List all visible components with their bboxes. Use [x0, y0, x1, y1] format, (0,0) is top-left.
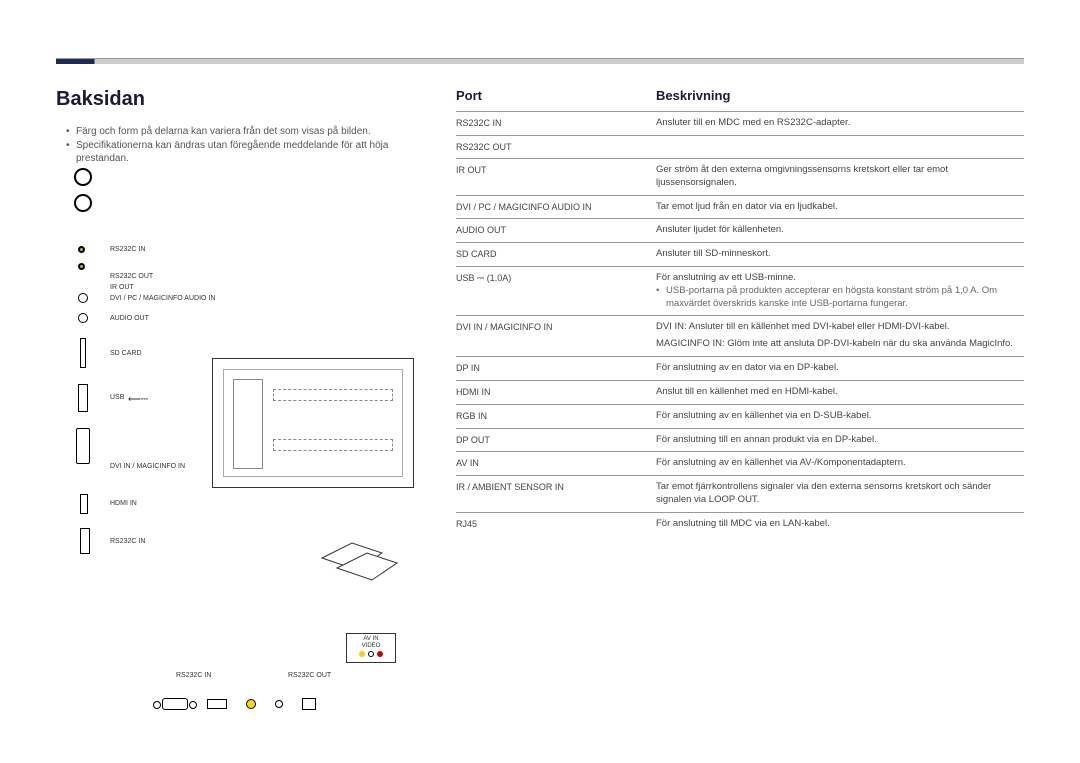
- ir-jack-icon: [275, 700, 283, 708]
- cell-desc: Tar emot fjärrkontrollens signaler via d…: [656, 481, 1024, 507]
- table-row: SD CARDAnsluter till SD-minneskort.: [456, 242, 1024, 266]
- cell-desc-extra: MAGICINFO IN: Glöm inte att ansluta DP-D…: [656, 338, 1024, 351]
- cell-desc: [656, 141, 1024, 153]
- cell-port: DVI IN / MAGICINFO IN: [456, 321, 656, 351]
- usb-icon: ⟵⎓: [128, 394, 148, 405]
- dvi-port-icon: [76, 428, 90, 464]
- bottom-port-row: [162, 698, 332, 710]
- port-label: RS232C OUT: [110, 273, 153, 280]
- cell-desc: För anslutning av en källenhet via AV-/K…: [656, 457, 1024, 470]
- port-label: SD CARD: [110, 350, 142, 357]
- table-row: DVI / PC / MAGICINFO AUDIO INTar emot lj…: [456, 195, 1024, 219]
- audio-jack-icon: [78, 263, 85, 270]
- cell-desc: För anslutning av en källenhet via en D-…: [656, 410, 1024, 423]
- cell-desc: DVI IN: Ansluter till en källenhet med D…: [656, 321, 1024, 351]
- device-back-illustration: [212, 358, 414, 488]
- table-row: USB ⎓ (1.0A)För anslutning av ett USB-mi…: [456, 266, 1024, 315]
- dp-port-icon: [80, 494, 88, 514]
- cell-port: IR OUT: [456, 164, 656, 190]
- port-label: AUDIO OUT: [110, 315, 149, 322]
- port-table: Port Beskrivning RS232C INAnsluter till …: [456, 88, 1024, 536]
- jack-icon: [78, 313, 88, 323]
- accessory-box-icon: [312, 528, 402, 588]
- table-row: IR / AMBIENT SENSOR INTar emot fjärrkont…: [456, 475, 1024, 512]
- cell-desc: Ansluter ljudet för källenheten.: [656, 224, 1024, 237]
- cell-port: DVI / PC / MAGICINFO AUDIO IN: [456, 201, 656, 214]
- cell-port: USB ⎓ (1.0A): [456, 272, 656, 310]
- notes-list: Färg och form på delarna kan variera frå…: [66, 125, 436, 166]
- page-title: Baksidan: [56, 88, 436, 111]
- cell-port: RS232C IN: [456, 117, 656, 130]
- cell-port: HDMI IN: [456, 386, 656, 399]
- lan-port-icon: [302, 698, 316, 710]
- note-item: Specifikationerna kan ändras utan föregå…: [66, 139, 436, 166]
- port-label: DVI IN / MAGICINFO IN: [110, 463, 185, 470]
- cell-desc: Ger ström åt den externa omgivningssenso…: [656, 164, 1024, 190]
- port-label: DVI / PC / MAGICINFO AUDIO IN: [110, 295, 215, 302]
- port-label: USB: [110, 394, 124, 401]
- port-label: RS232C OUT: [288, 672, 331, 679]
- usb-port-icon: [78, 384, 88, 412]
- cell-port: AUDIO OUT: [456, 224, 656, 237]
- av-adapter-icon: AV IN VIDEO: [346, 633, 396, 663]
- port-label: IR OUT: [110, 284, 134, 291]
- cell-desc: För anslutning till MDC via en LAN-kabel…: [656, 518, 1024, 531]
- cell-port: AV IN: [456, 457, 656, 470]
- table-row: RS232C INAnsluter till en MDC med en RS2…: [456, 111, 1024, 135]
- cell-port: DP IN: [456, 362, 656, 375]
- cell-port: DP OUT: [456, 434, 656, 447]
- cell-desc: För anslutning till en annan produkt via…: [656, 434, 1024, 447]
- table-row: AUDIO OUTAnsluter ljudet för källenheten…: [456, 218, 1024, 242]
- table-header: Port Beskrivning: [456, 88, 1024, 103]
- port-label: RS232C IN: [176, 672, 211, 679]
- cell-desc: Ansluter till SD-minneskort.: [656, 248, 1024, 261]
- cell-port: IR / AMBIENT SENSOR IN: [456, 481, 656, 507]
- cell-port: RJ45: [456, 518, 656, 531]
- table-row: DVI IN / MAGICINFO INDVI IN: Ansluter ti…: [456, 315, 1024, 356]
- port-diagram: RS232C IN RS232C OUT IR OUT DVI / PC / M…: [56, 168, 436, 728]
- th-port: Port: [456, 88, 656, 103]
- cell-port: RGB IN: [456, 410, 656, 423]
- jack-icon: [74, 168, 92, 186]
- note-item: Färg och form på delarna kan variera frå…: [66, 125, 436, 139]
- jack-icon: [74, 194, 92, 212]
- left-column: Baksidan Färg och form på delarna kan va…: [56, 88, 436, 166]
- table-row: IR OUTGer ström åt den externa omgivning…: [456, 158, 1024, 195]
- av-jack-icon: [246, 699, 256, 709]
- header-rule: [56, 58, 1024, 64]
- cell-desc: För anslutning av en dator via en DP-kab…: [656, 362, 1024, 375]
- cell-desc: Anslut till en källenhet med en HDMI-kab…: [656, 386, 1024, 399]
- port-label: RS232C IN: [110, 538, 145, 545]
- table-row: RJ45För anslutning till MDC via en LAN-k…: [456, 512, 1024, 536]
- table-row: RS232C OUT: [456, 135, 1024, 158]
- th-desc: Beskrivning: [656, 88, 1024, 103]
- sd-slot-icon: [80, 338, 86, 368]
- dp-port-icon: [207, 699, 227, 709]
- cell-port: RS232C OUT: [456, 141, 656, 153]
- vga-port-icon: [162, 698, 188, 710]
- table-row: HDMI INAnslut till en källenhet med en H…: [456, 380, 1024, 404]
- cell-desc-note: USB-portarna på produkten accepterar en …: [656, 285, 1024, 311]
- audio-jack-icon: [78, 246, 85, 253]
- cell-port: SD CARD: [456, 248, 656, 261]
- jack-icon: [78, 293, 88, 303]
- port-label: HDMI IN: [110, 500, 137, 507]
- cell-desc: Tar emot ljud från en dator via en ljudk…: [656, 201, 1024, 214]
- hdmi-port-icon: [80, 528, 90, 554]
- table-row: DP OUTFör anslutning till en annan produ…: [456, 428, 1024, 452]
- table-row: RGB INFör anslutning av en källenhet via…: [456, 404, 1024, 428]
- table-row: DP INFör anslutning av en dator via en D…: [456, 356, 1024, 380]
- cell-desc: För anslutning av ett USB-minne.USB-port…: [656, 272, 1024, 310]
- port-label: RS232C IN: [110, 246, 145, 253]
- table-row: AV INFör anslutning av en källenhet via …: [456, 451, 1024, 475]
- cell-desc: Ansluter till en MDC med en RS232C-adapt…: [656, 117, 1024, 130]
